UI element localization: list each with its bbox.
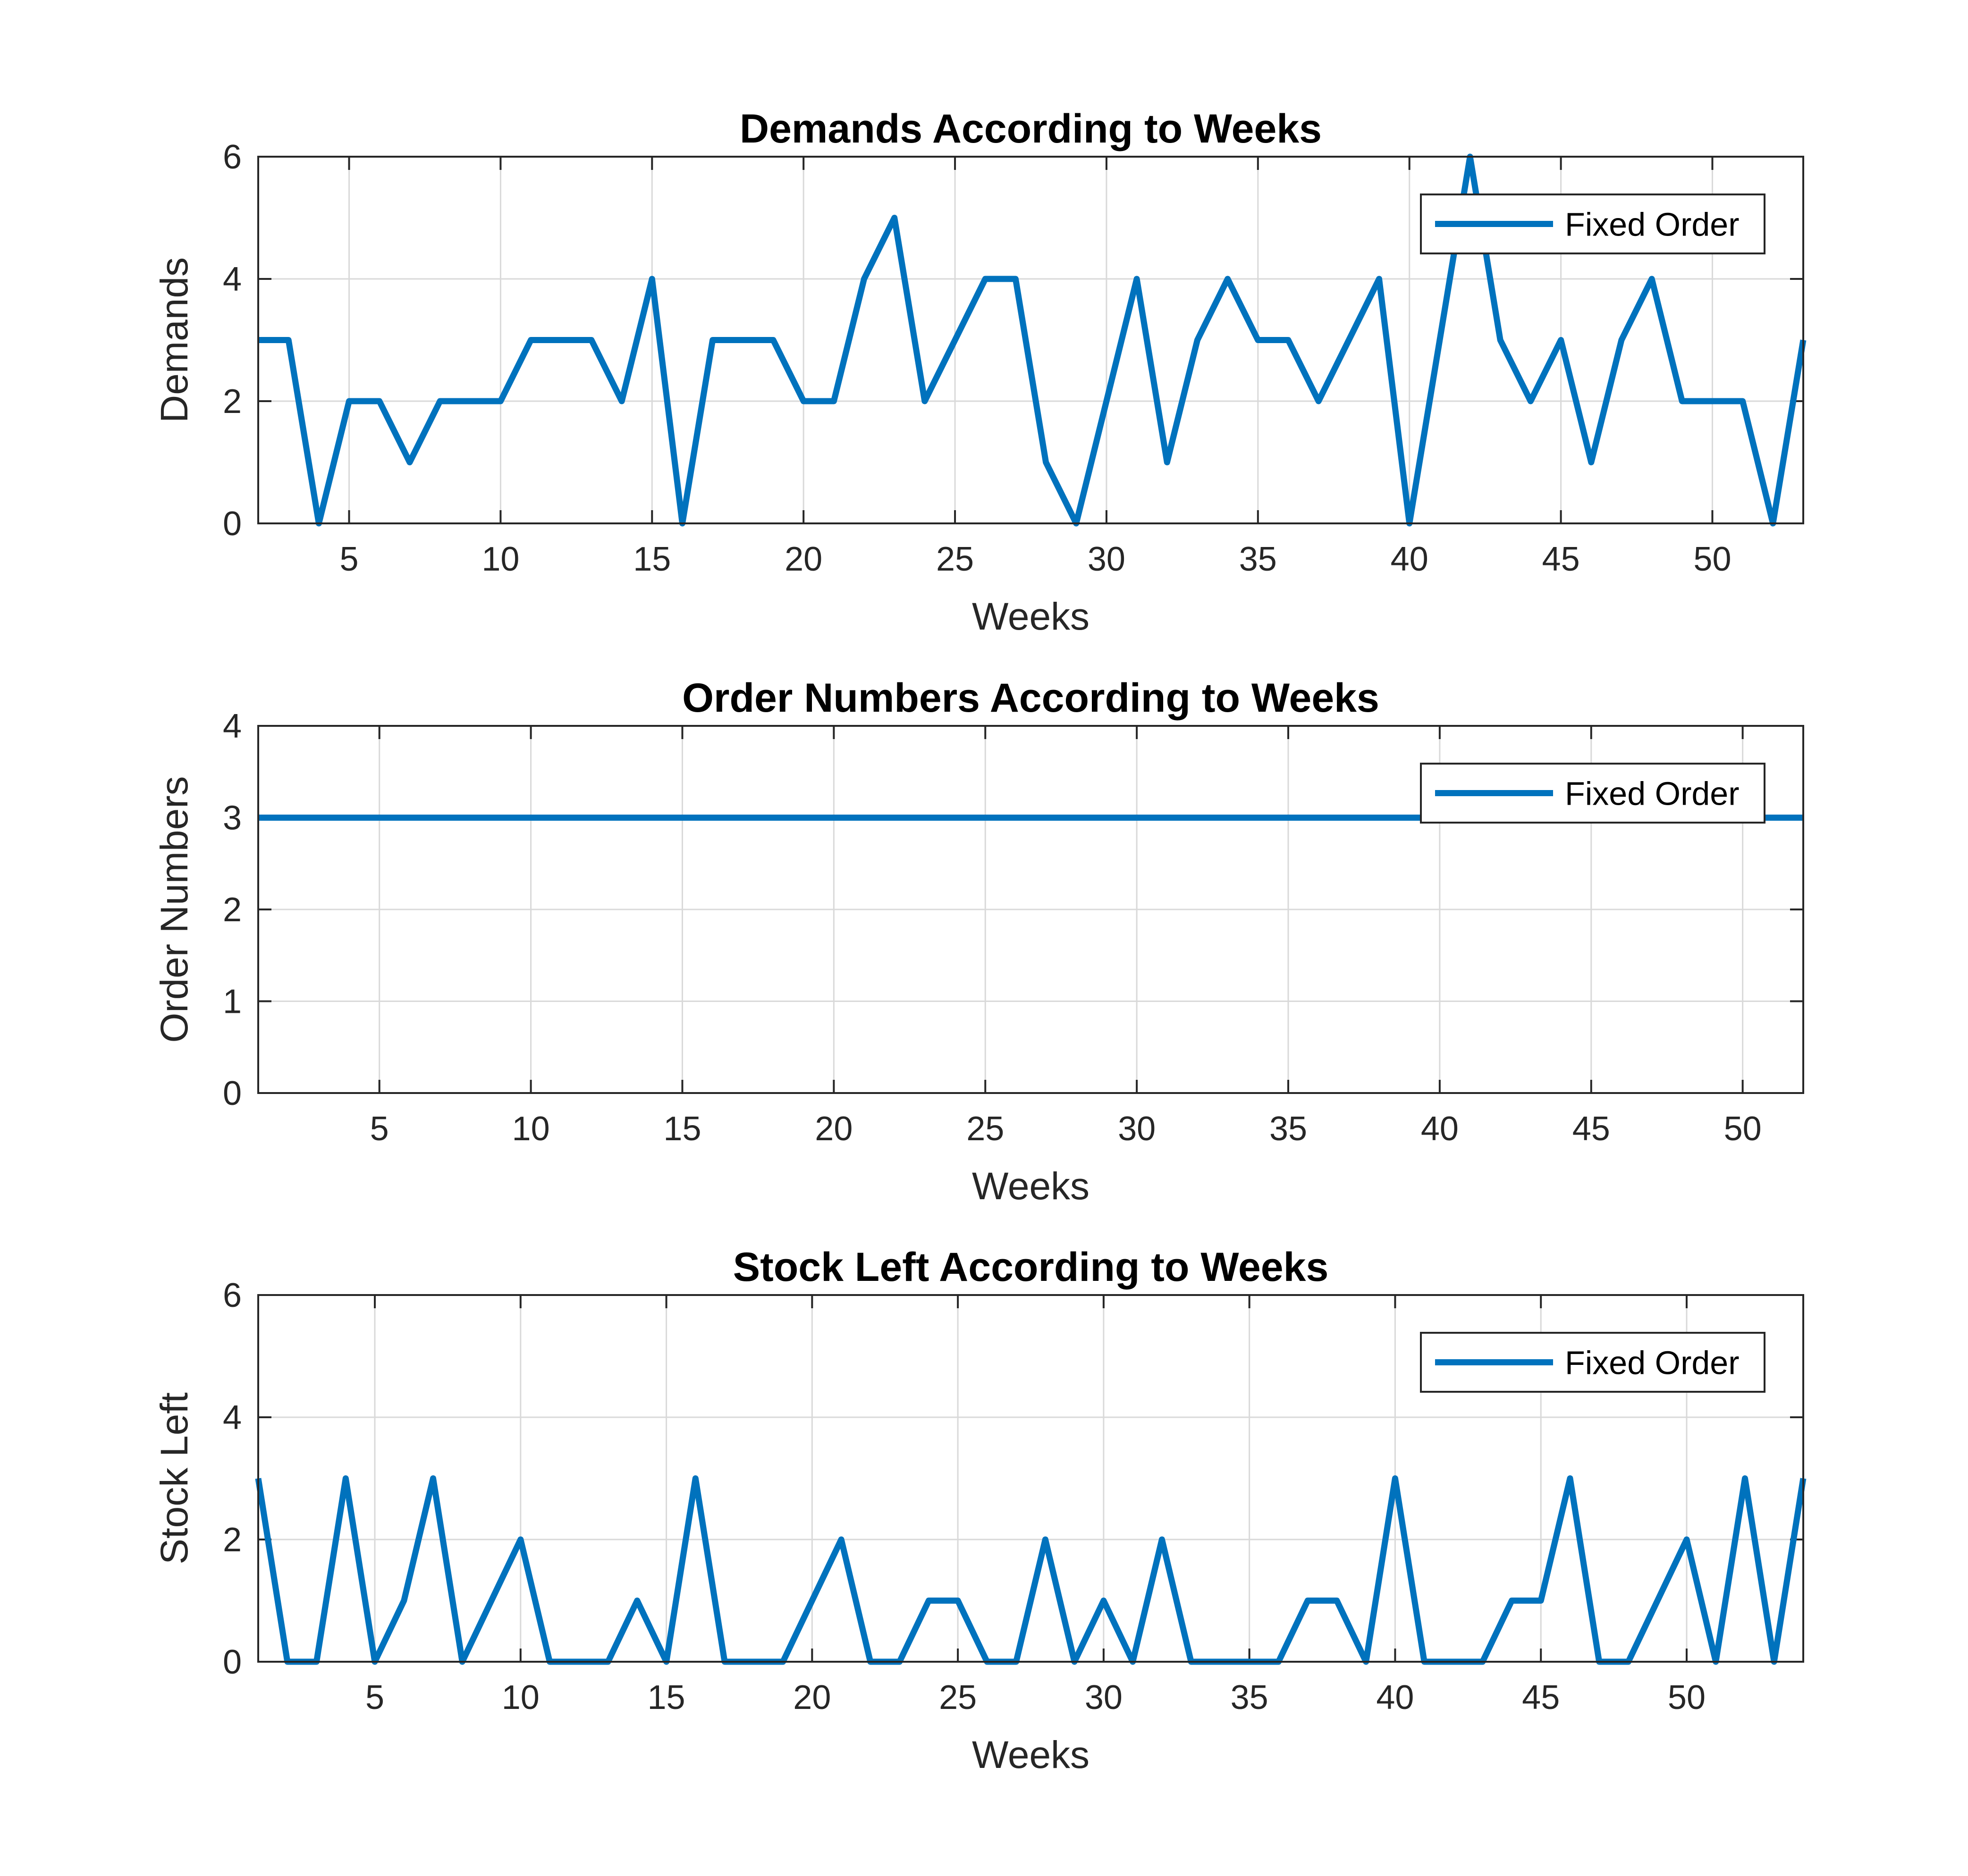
axes-box bbox=[257, 725, 1804, 1094]
x-tick-label: 5 bbox=[340, 540, 359, 578]
y-tick-label: 2 bbox=[223, 891, 242, 929]
chart-panel-3: 5 10 15 20 25 30 35 40 45 50 0 2 4 6 Stock Left Accord… bbox=[153, 1245, 1807, 1776]
chart-panel-2: 5 10 15 20 25 30 35 40 45 50 0 1 2 3 4 Order Numbers Ac… bbox=[153, 675, 1804, 1208]
y-tick-label: 4 bbox=[223, 707, 242, 745]
y-tick-label: 3 bbox=[223, 799, 242, 837]
x-tick-label: 10 bbox=[512, 1110, 550, 1148]
x-tick-label: 5 bbox=[370, 1110, 389, 1148]
y-tick-label: 2 bbox=[223, 1521, 242, 1559]
series-line-fixed-order bbox=[258, 153, 1807, 527]
chart-title: Stock Left According to Weeks bbox=[733, 1245, 1329, 1290]
y-axis-label: Demands bbox=[153, 257, 196, 423]
x-tick-label: 15 bbox=[648, 1679, 685, 1716]
x-tick-label: 45 bbox=[1542, 540, 1580, 578]
x-axis-label: Weeks bbox=[972, 1733, 1090, 1776]
x-tick-label: 10 bbox=[481, 540, 519, 578]
x-tick-label: 25 bbox=[939, 1679, 977, 1716]
axes-box bbox=[257, 1294, 1804, 1663]
x-tick-label: 20 bbox=[793, 1679, 831, 1716]
x-tick-label: 40 bbox=[1376, 1679, 1414, 1716]
y-tick-label: 4 bbox=[223, 1399, 242, 1437]
x-tick-label: 10 bbox=[502, 1679, 540, 1716]
chart-title: Demands According to Weeks bbox=[740, 106, 1322, 151]
y-tick-label: 6 bbox=[223, 138, 242, 176]
x-tick-label: 25 bbox=[936, 540, 974, 578]
y-tick-label: 2 bbox=[223, 383, 242, 421]
x-tick-label: 20 bbox=[815, 1110, 853, 1148]
x-tick-label: 50 bbox=[1668, 1679, 1706, 1716]
legend: Fixed Order bbox=[1420, 193, 1765, 254]
x-tick-label: 15 bbox=[633, 540, 671, 578]
chart-panel-1: 5 10 15 20 25 30 35 40 45 50 0 2 4 6 Demands According… bbox=[153, 106, 1807, 638]
chart-title: Order Numbers According to Weeks bbox=[682, 675, 1379, 721]
y-axis-label: Order Numbers bbox=[153, 776, 196, 1043]
y-tick-label: 1 bbox=[223, 983, 242, 1021]
x-tick-label: 50 bbox=[1724, 1110, 1762, 1148]
y-tick-label: 0 bbox=[223, 505, 242, 543]
axes-box bbox=[257, 156, 1804, 524]
x-tick-label: 45 bbox=[1522, 1679, 1560, 1716]
x-tick-label: 30 bbox=[1088, 540, 1125, 578]
x-tick-label: 50 bbox=[1693, 540, 1731, 578]
x-tick-label: 30 bbox=[1085, 1679, 1123, 1716]
y-axis-label: Stock Left bbox=[153, 1392, 196, 1565]
x-tick-label: 15 bbox=[663, 1110, 701, 1148]
x-tick-label: 30 bbox=[1118, 1110, 1156, 1148]
series-line-fixed-order bbox=[255, 1475, 1807, 1665]
legend: Fixed Order bbox=[1420, 763, 1765, 824]
x-axis-label: Weeks bbox=[972, 595, 1090, 638]
legend-entry-label: Fixed Order bbox=[1565, 775, 1740, 812]
y-tick-label: 4 bbox=[223, 261, 242, 298]
x-axis-label: Weeks bbox=[972, 1165, 1090, 1208]
x-tick-label: 35 bbox=[1269, 1110, 1307, 1148]
legend-entry-label: Fixed Order bbox=[1565, 1345, 1740, 1381]
x-tick-label: 35 bbox=[1231, 1679, 1268, 1716]
legend: Fixed Order bbox=[1420, 1332, 1765, 1393]
x-tick-label: 40 bbox=[1421, 1110, 1459, 1148]
x-tick-label: 35 bbox=[1239, 540, 1277, 578]
x-tick-label: 40 bbox=[1391, 540, 1428, 578]
y-tick-label: 6 bbox=[223, 1277, 242, 1314]
y-tick-label: 0 bbox=[223, 1643, 242, 1681]
x-tick-label: 5 bbox=[365, 1679, 384, 1716]
x-tick-label: 20 bbox=[785, 540, 822, 578]
x-tick-label: 45 bbox=[1572, 1110, 1610, 1148]
x-tick-label: 25 bbox=[966, 1110, 1004, 1148]
legend-entry-label: Fixed Order bbox=[1565, 206, 1740, 243]
y-tick-label: 0 bbox=[223, 1075, 242, 1112]
